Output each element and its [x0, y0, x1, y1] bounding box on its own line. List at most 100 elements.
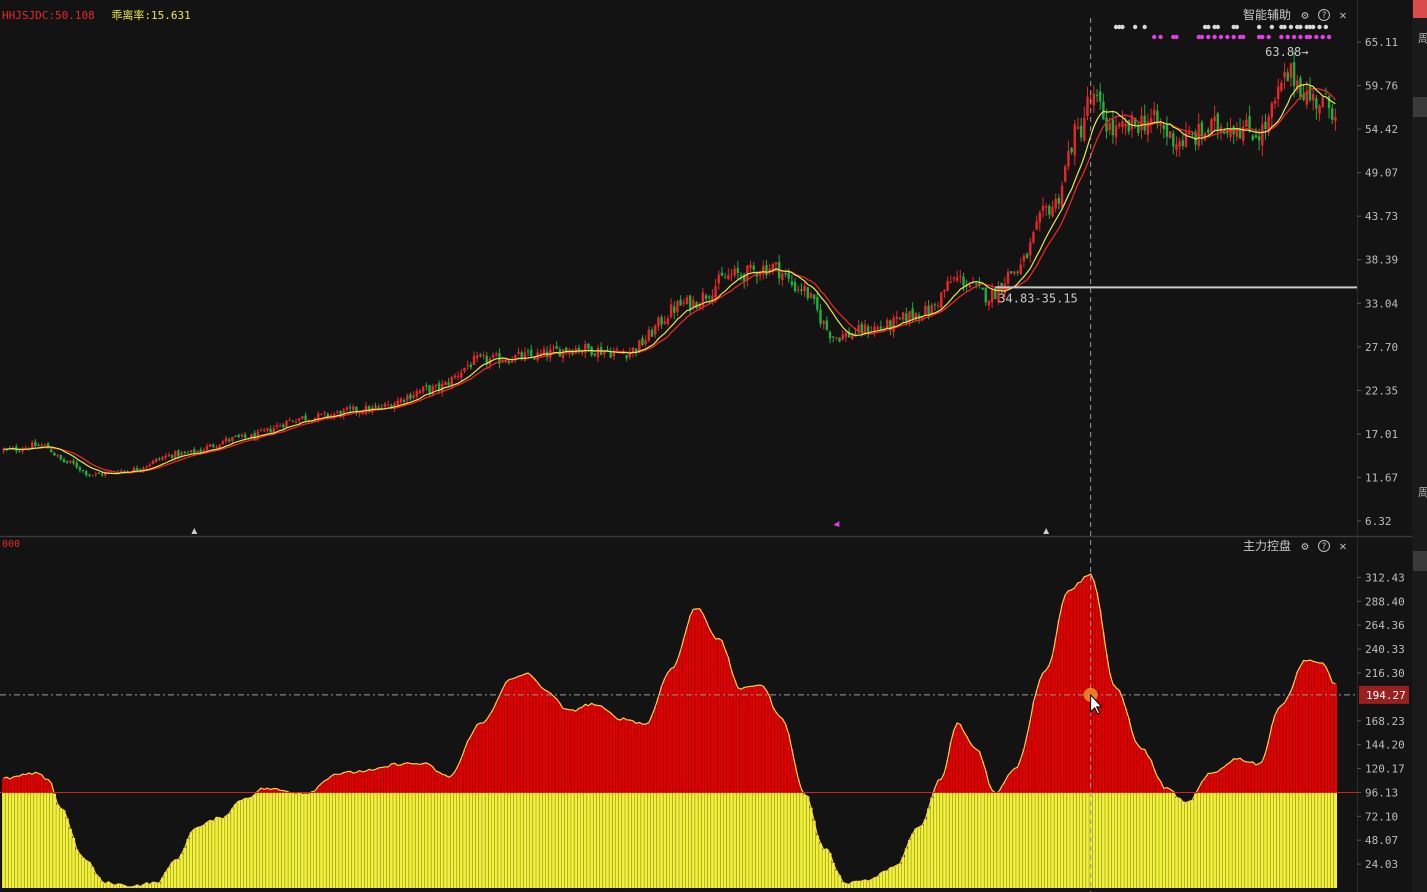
control-bar-yellow [631, 792, 635, 888]
control-bar-yellow [1104, 792, 1109, 888]
candle-body [628, 352, 631, 358]
control-bar-yellow [377, 792, 381, 888]
control-bar-yellow [364, 792, 368, 888]
gear-icon[interactable]: ⚙ [1301, 7, 1309, 22]
control-bar-yellow [307, 794, 311, 888]
candle-body [475, 355, 479, 358]
right-strip-scroll-handle-2[interactable] [1413, 551, 1427, 571]
control-bar-yellow [1292, 792, 1296, 888]
control-bar-yellow [1079, 792, 1083, 888]
control-bar-yellow [497, 792, 502, 888]
control-bar-yellow [265, 792, 269, 888]
control-bar-yellow [548, 792, 552, 888]
control-bar-yellow [113, 885, 117, 888]
control-bar-red [335, 774, 339, 793]
control-bar-yellow [1330, 792, 1334, 888]
candle-body [1041, 206, 1045, 211]
candle-body [746, 265, 749, 281]
candle-body [62, 459, 66, 463]
bottom-panel-title[interactable]: 主力控盘 [1243, 539, 1292, 553]
control-bar-yellow [914, 828, 918, 888]
control-bar-yellow [106, 881, 111, 888]
control-bar-yellow [930, 797, 934, 888]
control-bar-red [529, 675, 533, 793]
candle-body [1264, 121, 1267, 130]
control-bar-red [1289, 691, 1293, 793]
right-strip-top-badge [1413, 0, 1427, 18]
candle-body [984, 287, 987, 303]
signal-dot-white [1298, 24, 1303, 30]
control-bar-red [1028, 720, 1032, 793]
right-side-strip[interactable] [1412, 0, 1427, 892]
candle-body [698, 304, 701, 308]
control-bar-red [532, 678, 536, 793]
candle-body [742, 274, 746, 282]
control-bar-yellow [1225, 792, 1229, 888]
control-bar-yellow [675, 792, 680, 888]
candle-body [1334, 117, 1337, 122]
control-bar-yellow [717, 792, 721, 888]
control-bar-yellow [1050, 792, 1055, 888]
control-bar-yellow [1216, 792, 1220, 888]
control-bar-yellow [402, 792, 406, 888]
control-bar-red [1225, 764, 1229, 793]
control-bar-red [1206, 773, 1210, 793]
control-bar-yellow [431, 792, 435, 888]
candle-body [441, 383, 444, 393]
gear-icon[interactable]: ⚙ [1301, 538, 1309, 553]
control-bar-red [936, 780, 940, 793]
control-bar-yellow [917, 827, 921, 888]
control-bar-red [723, 649, 727, 793]
top-panel-title[interactable]: 智能辅助 [1243, 8, 1292, 22]
candle-body [142, 467, 145, 471]
control-bar-red [364, 771, 368, 793]
control-bar-red [513, 677, 517, 793]
control-bar-yellow [189, 832, 193, 888]
right-strip-scroll-handle[interactable] [1413, 97, 1427, 117]
control-bar-yellow [739, 792, 743, 888]
candle-body [517, 351, 520, 354]
control-bar-yellow [475, 792, 479, 888]
control-bar-red [373, 769, 378, 793]
candle-body [749, 264, 752, 269]
control-bar-red [1222, 766, 1226, 793]
control-bar-yellow [815, 835, 819, 888]
control-bar-red [1219, 768, 1223, 793]
candle-body [72, 460, 75, 464]
help-icon[interactable]: ? [1317, 539, 1331, 553]
candle-body [1276, 86, 1280, 99]
control-bar-red [1019, 759, 1023, 793]
control-bar-yellow [434, 792, 438, 888]
candle-body [240, 434, 244, 437]
candle-body [841, 334, 844, 340]
control-bar-yellow [485, 792, 489, 888]
control-bar-red [946, 759, 950, 793]
close-icon[interactable]: ✕ [1339, 538, 1347, 553]
y-tick-label: 24.03 [1365, 858, 1398, 871]
candle-body [250, 434, 253, 440]
control-bar-yellow [1012, 792, 1016, 888]
control-bar-red [1035, 690, 1039, 793]
candle-body [733, 268, 736, 276]
control-bar-red [440, 774, 444, 793]
control-bar-yellow [926, 808, 931, 888]
control-bar-yellow [1025, 792, 1029, 888]
candle-body [526, 351, 530, 353]
control-bar-yellow [590, 792, 594, 888]
control-bar-yellow [456, 792, 460, 888]
signal-dot-magenta [1291, 34, 1297, 40]
signal-dot-magenta [1326, 34, 1332, 40]
indicator-header: HHJSJDC:50.108 乖离率:15.631 [2, 7, 191, 23]
control-bar-red [990, 790, 994, 793]
control-bar-yellow [818, 843, 823, 888]
control-bar-yellow [65, 818, 69, 888]
control-bar-yellow [841, 882, 845, 888]
y-tick-label: 49.07 [1365, 167, 1398, 180]
control-bar-yellow [1108, 792, 1112, 888]
candle-body [1302, 93, 1305, 100]
candle-body [905, 313, 908, 323]
help-icon[interactable]: ? [1317, 8, 1331, 22]
control-bar-yellow [707, 792, 711, 888]
control-bar-red [275, 788, 279, 793]
close-icon[interactable]: ✕ [1339, 7, 1347, 22]
